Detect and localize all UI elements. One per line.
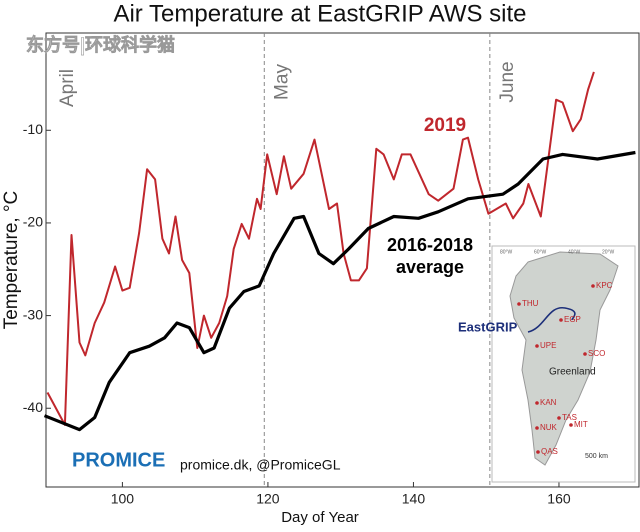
map-inset: EastGRIP Greenland 500 km THU KPC EGP UPE SCO KA… (458, 245, 636, 483)
map-traverse-label: EastGRIP (458, 319, 518, 334)
station-dot (569, 423, 573, 427)
station-dot (536, 450, 540, 454)
station-dot (535, 426, 539, 430)
month-label: April (57, 69, 78, 107)
station-dot (535, 344, 539, 348)
traverse-line (527, 307, 576, 333)
map-region-label: Greenland (549, 367, 596, 378)
series-line (46, 71, 595, 426)
station-label: EGP (564, 315, 581, 324)
station-dot (583, 352, 587, 356)
month-label: June (497, 61, 518, 102)
month-label: May (271, 64, 292, 100)
station-dot (591, 284, 595, 288)
station-label: MIT (574, 420, 588, 429)
x-tick-label: 160 (547, 491, 571, 507)
station-label: TAS (562, 413, 577, 422)
series-label: 2019 (424, 115, 466, 136)
map-scale: 500 km (585, 453, 608, 460)
y-tick-label: -30 (23, 306, 43, 322)
chart-title: Air Temperature at EastGRIP AWS site (113, 0, 526, 27)
plot-frame (45, 32, 640, 488)
station-label: THU (522, 299, 539, 308)
x-tick-label: 100 (111, 491, 135, 507)
station-label: SCO (588, 349, 605, 358)
station-dot (557, 416, 561, 420)
x-tick-label: 120 (256, 491, 280, 507)
y-axis-label: Temperature, °C (1, 191, 22, 330)
credit: promice.dk, @PromiceGL (180, 457, 341, 473)
station-dot (559, 318, 563, 322)
lon-label: 40°W (568, 249, 581, 255)
y-tick-label: -40 (23, 399, 43, 415)
logo: PROMICE (72, 449, 165, 471)
station-label: UPE (540, 341, 556, 350)
station-label: KAN (540, 398, 557, 407)
y-tick-label: -20 (23, 214, 43, 230)
lon-label: 20°W (602, 249, 615, 255)
x-axis-label: Day of Year (281, 509, 359, 526)
lon-label: 80°W (500, 249, 513, 255)
x-tick-label: 140 (402, 491, 426, 507)
lon-label: 60°W (534, 249, 547, 255)
watermark: 东方号|环球科学猫 (26, 34, 175, 55)
station-dot (535, 401, 539, 405)
y-tick-label: -10 (23, 121, 43, 137)
station-label: QAS (541, 447, 558, 456)
greenland-shape (509, 251, 619, 466)
station-label: KPC (596, 281, 613, 290)
station-dot (517, 302, 521, 306)
station-label: NUK (540, 423, 558, 432)
series-line (43, 150, 636, 432)
series-label: 2016-2018 average (387, 235, 473, 277)
